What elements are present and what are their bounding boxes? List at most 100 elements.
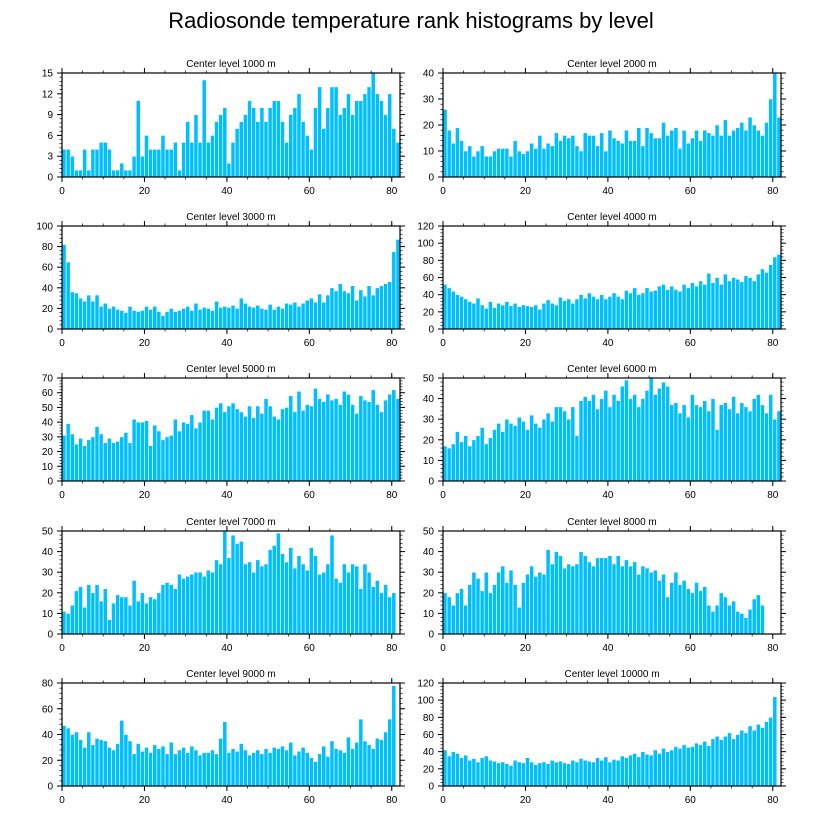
bar [586,760,592,787]
x-tick-label: 40 [221,643,233,654]
bar [243,563,248,635]
bar [238,540,244,635]
bar [772,696,778,787]
bar [455,127,460,178]
bar [475,435,481,482]
bar [111,602,116,635]
bar [280,308,285,330]
bar [694,285,699,330]
bar [657,285,662,330]
bar [69,604,75,635]
bar [309,757,314,787]
bar [459,757,464,787]
bar [383,283,388,330]
bar [768,98,774,178]
bar [533,304,539,330]
bar [86,584,92,635]
bar [657,387,662,482]
bar [710,135,716,178]
bar [354,100,360,178]
bar [595,145,600,178]
bar [731,129,736,178]
bar [628,398,633,482]
bar [172,753,178,787]
bar [193,571,199,635]
bar [300,410,306,482]
bar [379,592,384,635]
bar [747,410,753,482]
bar [292,107,298,178]
bar [665,135,671,178]
bar [193,302,199,330]
bar [168,584,174,635]
bar [636,756,642,787]
y-tick-label: 120 [417,222,434,233]
bar [90,148,96,178]
bar [677,747,683,787]
bar [98,306,104,330]
bar [226,752,232,787]
bar [222,411,228,482]
bar [471,758,477,787]
bar [358,718,364,787]
bar [537,762,543,787]
panel-title: Center level 3000 m [186,212,276,223]
bar [111,442,116,482]
bar [82,300,88,330]
bar [102,142,108,178]
bar [718,404,724,482]
bar [230,402,236,482]
bar [735,611,741,635]
bar [276,532,281,635]
bar [553,406,559,482]
bar [284,302,290,330]
bar [156,148,162,178]
bar [508,569,514,635]
bar [521,762,526,787]
bar [599,132,605,178]
bar [512,425,518,482]
bar [553,132,559,178]
bar [276,100,281,178]
bar [111,306,116,330]
bar [181,142,186,178]
bar [496,302,502,330]
y-tick-label: 50 [42,527,54,538]
y-tick-label: 10 [423,456,435,467]
bar [379,411,384,482]
bar [86,294,92,330]
bar [387,281,393,330]
bar [521,304,526,330]
bar [374,580,380,635]
bar [197,754,203,787]
bar [442,109,448,178]
bar [545,299,551,330]
bar [288,547,294,635]
bar [772,72,778,178]
bar [218,563,224,635]
bar [690,746,695,787]
bar [222,721,228,787]
bar [648,132,654,178]
bar [755,594,761,635]
bar [309,547,314,635]
bar [131,418,137,482]
bar [325,563,331,635]
bar [611,563,617,635]
bar [541,761,547,787]
bar [123,596,129,635]
bar [185,752,191,787]
bar [271,545,277,635]
bar [304,569,310,635]
bar [512,584,518,635]
bar [545,412,551,482]
bar [574,145,580,178]
bar [247,405,252,482]
y-tick-label: 20 [42,588,54,599]
bar [304,135,310,178]
bar [238,411,244,482]
bar [549,563,555,635]
bar [98,142,104,178]
bar [488,592,493,635]
bar [226,162,232,178]
